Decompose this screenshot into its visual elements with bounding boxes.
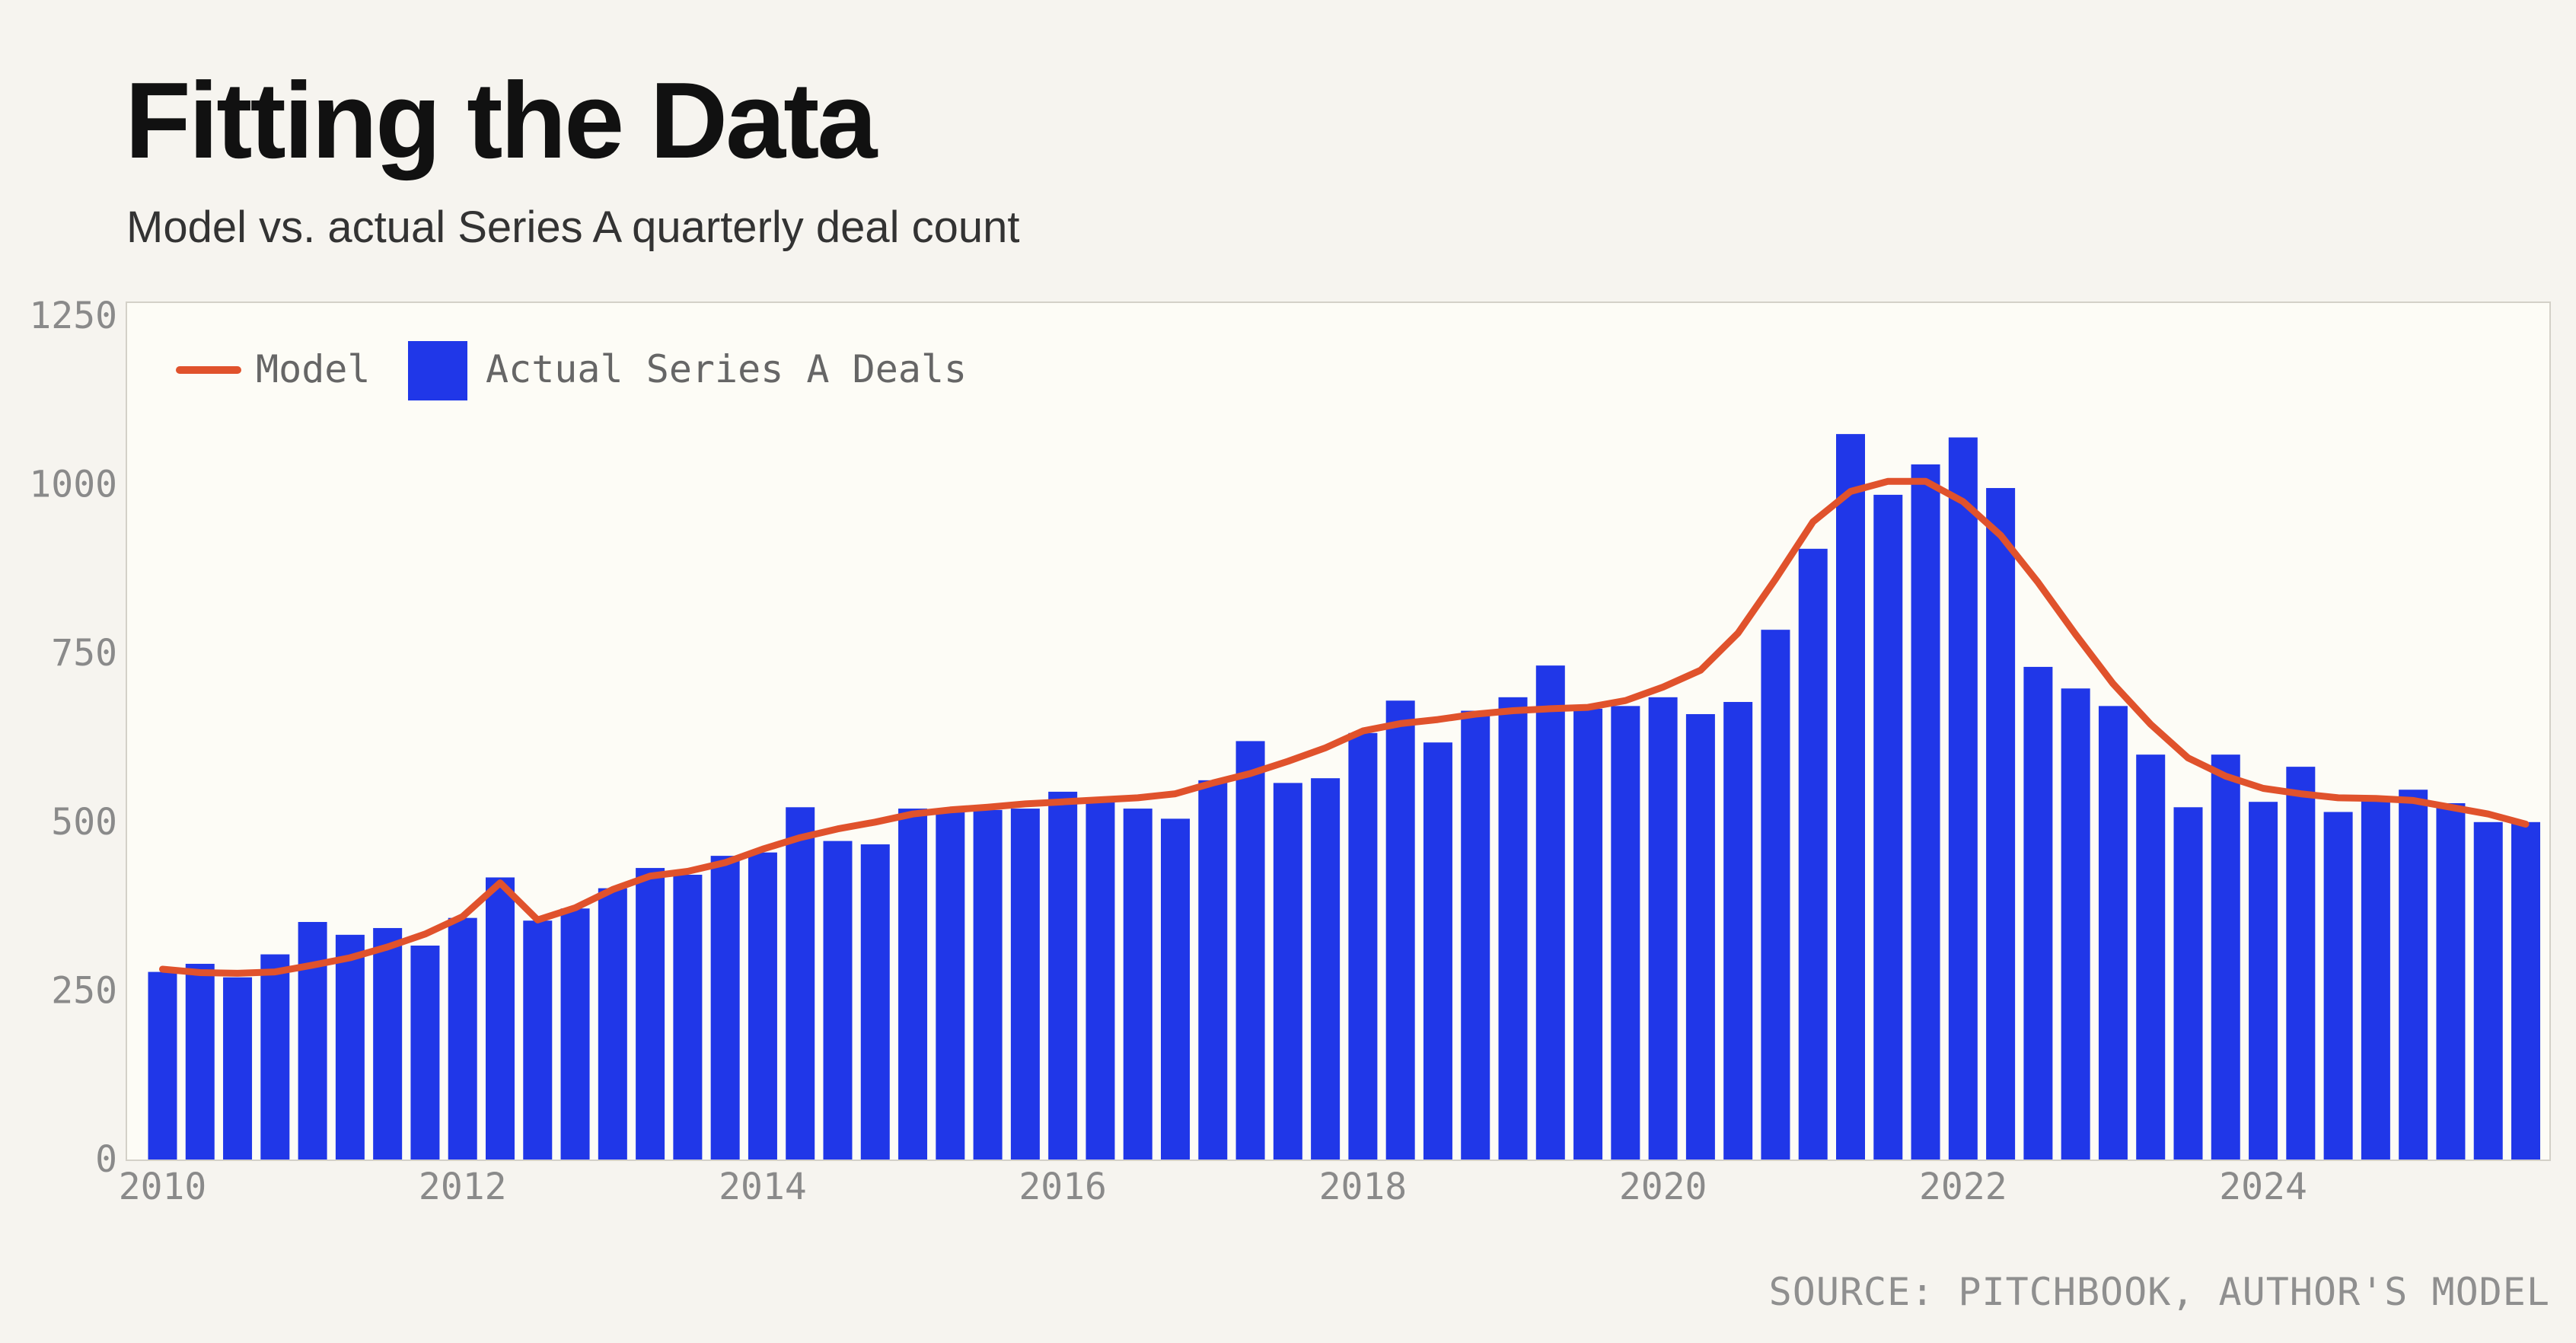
bar [1235, 741, 1265, 1160]
bar [1873, 494, 1903, 1160]
bar [748, 852, 777, 1160]
bar [223, 977, 253, 1160]
bar [1423, 742, 1452, 1160]
bar [2323, 812, 2353, 1160]
bar [2436, 802, 2466, 1160]
source-note: SOURCE: PITCHBOOK, AUTHOR'S MODEL [1768, 1270, 2550, 1314]
bar [1535, 665, 1565, 1160]
x-tick-label: 2020 [1619, 1166, 1707, 1208]
bar [636, 868, 665, 1160]
bar [1648, 697, 1678, 1160]
bar [523, 920, 553, 1160]
bar [2361, 798, 2390, 1160]
x-tick-label: 2024 [2219, 1166, 2307, 1208]
bar [1573, 708, 1603, 1160]
bar [598, 888, 627, 1160]
bar [560, 908, 590, 1160]
bar [786, 807, 815, 1160]
bar [1723, 702, 1753, 1160]
bar [1461, 710, 1490, 1160]
bar [410, 946, 440, 1160]
bar [2136, 754, 2166, 1160]
bar [2211, 754, 2240, 1160]
bar [1273, 783, 1302, 1160]
bar [1198, 780, 1228, 1160]
x-tick-label: 2012 [419, 1166, 507, 1208]
bar [1761, 630, 1790, 1160]
legend: Model Actual Series A Deals [176, 341, 967, 400]
bar [1498, 697, 1528, 1160]
bar [2511, 821, 2540, 1160]
bar [673, 874, 703, 1160]
y-tick-label: 250 [51, 969, 117, 1012]
bar [1086, 800, 1115, 1160]
bar [1798, 548, 1828, 1160]
bar [823, 841, 853, 1160]
model-series [159, 477, 2530, 977]
bar [298, 921, 327, 1160]
bar-series [148, 434, 2540, 1160]
bar [185, 963, 215, 1160]
bar [860, 844, 890, 1160]
x-tick-label: 2018 [1319, 1166, 1408, 1208]
bar [973, 809, 1003, 1160]
bar [1161, 818, 1190, 1160]
legend-actual-swatch [408, 341, 467, 400]
y-tick-label: 0 [95, 1138, 117, 1181]
bar [2023, 666, 2053, 1160]
bar [1348, 732, 1378, 1160]
bar [148, 971, 177, 1160]
bar [1836, 434, 1865, 1160]
x-tick-label: 2016 [1019, 1166, 1107, 1208]
y-axis: 0 250 500 750 1000 1250 [29, 295, 117, 1181]
model-line [159, 477, 2530, 977]
bar [2473, 821, 2503, 1160]
x-tick-label: 2014 [719, 1166, 807, 1208]
chart-subtitle: Model vs. actual Series A quarterly deal… [126, 203, 1020, 252]
bar [260, 954, 290, 1160]
bar [448, 917, 477, 1160]
y-tick-label: 1000 [29, 464, 117, 506]
bar [1311, 778, 1341, 1160]
bar [2173, 807, 2203, 1160]
bar [335, 934, 365, 1160]
legend-model-label: Model [256, 347, 371, 391]
bar [2249, 802, 2278, 1160]
x-tick-label: 2010 [119, 1166, 207, 1208]
bar [2286, 767, 2316, 1160]
y-tick-label: 500 [51, 801, 117, 844]
bar [1948, 437, 1978, 1160]
bar [1611, 706, 1640, 1160]
chart-title: Fitting the Data [125, 60, 877, 181]
y-tick-label: 1250 [29, 295, 117, 337]
bar [2098, 706, 2128, 1160]
bar [373, 927, 403, 1160]
bar [1986, 488, 2016, 1160]
bar [1123, 809, 1153, 1160]
bar [2399, 790, 2428, 1160]
bar [2061, 688, 2090, 1160]
bar [936, 809, 965, 1160]
x-tick-label: 2022 [1919, 1166, 2007, 1208]
bar [1911, 464, 1940, 1160]
bar [1385, 700, 1415, 1160]
legend-actual-label: Actual Series A Deals [486, 347, 967, 391]
x-axis: 2010 2012 2014 2016 2018 2020 2022 2024 [119, 1166, 2307, 1208]
bar [710, 856, 740, 1160]
bar [1048, 791, 1078, 1160]
bar [898, 809, 928, 1160]
bar [1685, 713, 1715, 1160]
bar [486, 877, 515, 1160]
y-tick-label: 750 [51, 632, 117, 675]
bar [1010, 809, 1040, 1160]
